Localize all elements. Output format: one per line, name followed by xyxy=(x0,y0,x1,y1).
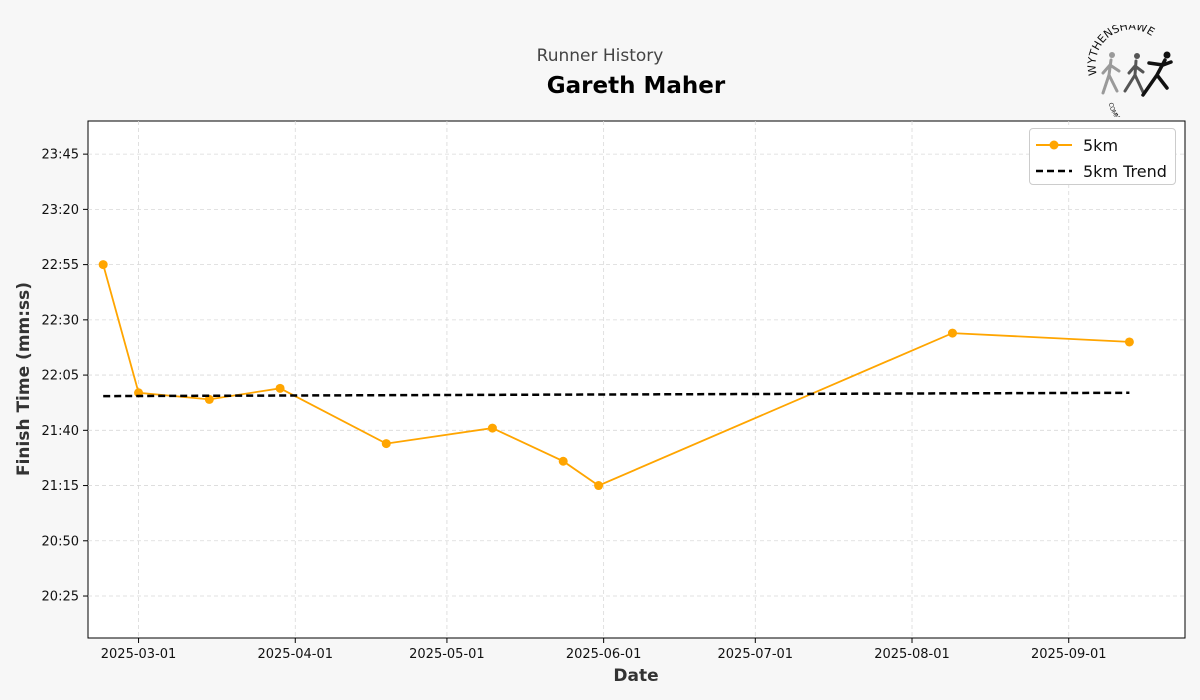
data-point xyxy=(381,439,391,449)
y-tick-label: 21:15 xyxy=(42,479,79,494)
legend-item-5km: 5km xyxy=(1030,133,1175,157)
x-tick-label: 2025-08-01 xyxy=(874,647,950,662)
chart-series xyxy=(98,260,1134,491)
data-point xyxy=(204,394,214,404)
y-tick-label: 21:40 xyxy=(42,424,79,439)
x-tick-label: 2025-03-01 xyxy=(101,647,177,662)
x-tick-label: 2025-05-01 xyxy=(409,647,485,662)
wythenshawe-logo: WYTHENSHAWE COMMUNITY RUN xyxy=(1085,25,1173,117)
x-tick-label: 2025-07-01 xyxy=(718,647,794,662)
data-point xyxy=(594,481,604,491)
legend-item-trend: 5km Trend xyxy=(1030,159,1175,183)
y-tick-label: 20:25 xyxy=(42,590,79,605)
data-point xyxy=(1124,337,1134,347)
x-axis-label: Date xyxy=(613,666,658,686)
y-tick-label: 22:55 xyxy=(42,258,79,273)
legend-label-5km: 5km xyxy=(1083,136,1119,155)
x-tick-label: 2025-04-01 xyxy=(257,647,333,662)
legend-swatch-trend xyxy=(1036,169,1072,173)
data-point xyxy=(947,328,957,338)
legend-swatch-5km xyxy=(1036,140,1072,150)
runner-figures-icon xyxy=(1101,51,1173,97)
y-axis-ticks: 20:25 20:50 21:15 21:40 22:05 22:30 22:55 23:20… xyxy=(42,148,88,605)
y-tick-label: 22:30 xyxy=(42,313,79,328)
chart-subtitle: Runner History xyxy=(536,46,664,66)
plot-area xyxy=(87,120,1186,639)
y-tick-label: 23:20 xyxy=(42,203,79,218)
legend-label-trend: 5km Trend xyxy=(1083,162,1167,181)
y-axis-label: Finish Time (mm:ss) xyxy=(14,282,34,476)
data-point xyxy=(558,456,568,466)
x-tick-label: 2025-06-01 xyxy=(566,647,642,662)
x-tick-label: 2025-09-01 xyxy=(1031,647,1107,662)
x-axis-ticks: 2025-03-01 2025-04-01 2025-05-01 2025-06-01… xyxy=(101,638,1107,662)
y-tick-label: 20:50 xyxy=(42,534,79,549)
data-point xyxy=(275,383,285,393)
y-tick-label: 22:05 xyxy=(42,369,79,384)
data-point xyxy=(487,423,497,433)
data-point xyxy=(98,260,108,270)
series-line-1 xyxy=(103,391,1130,398)
y-tick-label: 23:45 xyxy=(42,148,79,163)
chart-title: Gareth Maher xyxy=(546,73,726,99)
grid-lines xyxy=(88,121,1185,638)
chart-legend: 5km 5km Trend xyxy=(1029,128,1176,185)
